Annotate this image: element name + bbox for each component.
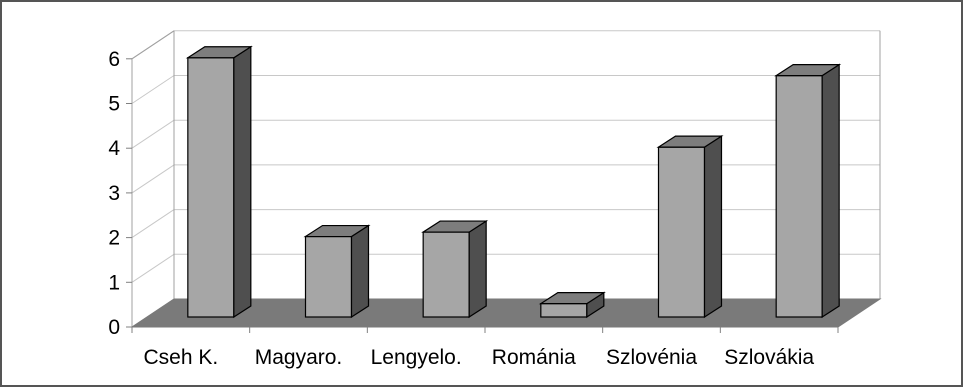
bar-side — [233, 45, 252, 319]
bar-side — [350, 224, 370, 319]
bar-side — [703, 135, 723, 319]
x-tick-label: Szlovákia — [724, 346, 814, 369]
bar-front — [422, 231, 470, 318]
y-tick-label: 0 — [108, 316, 120, 339]
y-tick-label: 2 — [108, 227, 120, 250]
bar-front — [657, 146, 706, 318]
y-tick-label: 1 — [108, 271, 120, 294]
bar-top — [421, 220, 489, 233]
x-tick-label: Cseh K. — [143, 346, 218, 369]
bar-front — [775, 75, 823, 318]
x-axis: Cseh K. Magyaro. Lengyelo. Románia Szlovénia… — [131, 327, 839, 369]
bar-front — [540, 302, 588, 318]
gridline-side — [131, 164, 175, 194]
y-tick-label: 4 — [108, 137, 120, 160]
x-tick-label: Szlovénia — [606, 346, 697, 369]
bar-top — [656, 135, 724, 148]
bar-top — [774, 64, 842, 77]
gridline-side — [131, 119, 175, 149]
bar-1 — [303, 224, 371, 319]
bar-3 — [538, 291, 606, 319]
bar-top — [538, 291, 606, 305]
bar-0 — [185, 45, 253, 319]
bar-5 — [774, 63, 842, 319]
gridline-side — [131, 75, 175, 104]
bar-top — [303, 224, 371, 238]
y-tick-label: 3 — [108, 182, 120, 205]
x-tick-label: Lengyelo. — [371, 346, 462, 369]
bar-side — [468, 219, 487, 319]
gridline-side — [131, 253, 175, 283]
gridline-side — [131, 209, 175, 239]
y-axis: 0 1 2 3 4 5 6 — [108, 48, 132, 339]
bar-front — [187, 57, 235, 318]
bar-side — [821, 63, 840, 319]
x-tick-label: Románia — [492, 346, 576, 369]
bar-2 — [421, 219, 489, 319]
bar-4 — [656, 135, 724, 319]
y-tick-label: 6 — [108, 48, 120, 71]
bar-series — [185, 45, 842, 319]
y-tick-label: 5 — [108, 93, 120, 116]
bar-front — [304, 235, 353, 318]
x-tick-label: Magyaro. — [255, 346, 343, 369]
wall-edge-top — [131, 30, 175, 60]
bar-top — [185, 46, 253, 59]
